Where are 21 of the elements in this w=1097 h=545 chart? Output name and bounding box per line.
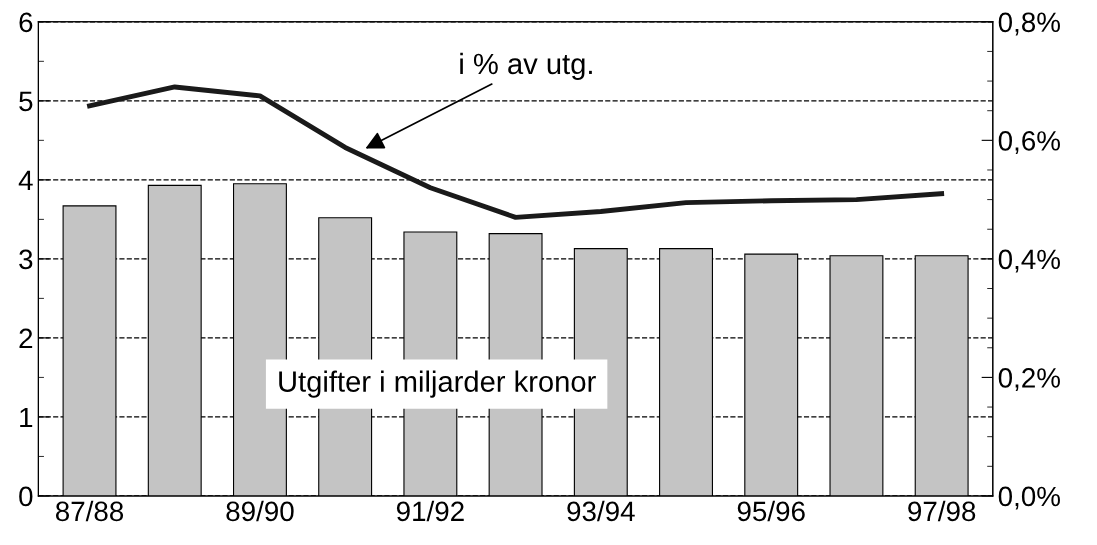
y2-tick-label: 0,8% bbox=[998, 12, 1060, 36]
line-series bbox=[87, 84, 945, 220]
x-tick-label: 91/92 bbox=[396, 500, 464, 522]
y-tick-label: 2 bbox=[19, 328, 33, 348]
y-tick-label: 3 bbox=[19, 249, 33, 270]
y2-tick-label: 0,2% bbox=[998, 368, 1060, 392]
y-tick-label: 4 bbox=[18, 170, 33, 190]
y2-tick-label: 0,0% bbox=[998, 486, 1060, 510]
x-tick-label: 93/94 bbox=[567, 500, 635, 522]
annotation: i % av utg. bbox=[460, 52, 592, 81]
y-tick-label: 6 bbox=[19, 12, 33, 33]
y2-tick-label: 0,6% bbox=[998, 131, 1060, 154]
x-tick-label: 89/90 bbox=[226, 500, 294, 522]
x-tick-label: 95/96 bbox=[737, 500, 805, 522]
y-tick-label: 5 bbox=[19, 91, 33, 112]
x-tick-label: 97/98 bbox=[908, 500, 976, 522]
y-tick-label: 0 bbox=[19, 486, 33, 507]
y2-tick-label: 0,4% bbox=[998, 249, 1060, 273]
y-tick-label: 1 bbox=[20, 407, 33, 427]
annotation: Utgifter i miljarder kronor bbox=[279, 370, 596, 398]
x-tick-label: 87/88 bbox=[55, 500, 124, 522]
